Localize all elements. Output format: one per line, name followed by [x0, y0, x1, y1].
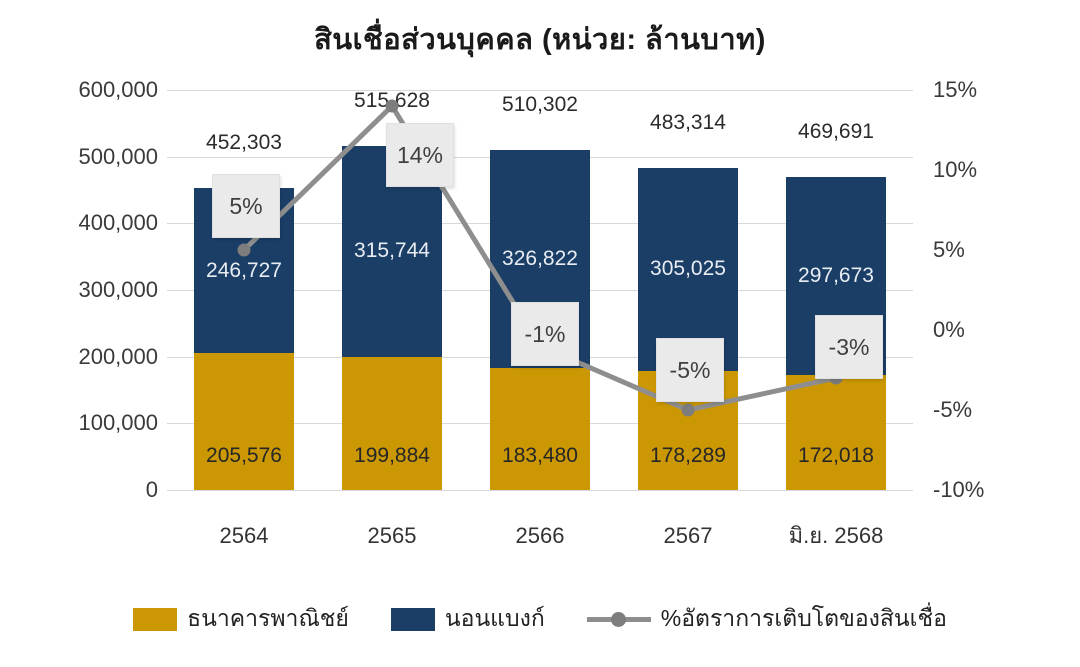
commercial-bank-swatch-icon [133, 607, 178, 631]
x-axis-label: 2566 [515, 523, 565, 548]
non-bank-value-label: 297,673 [798, 264, 874, 288]
non-bank-value-label: 315,744 [354, 239, 430, 263]
growth-percent-label: -3% [815, 315, 883, 379]
commercial-bank-value-label: 172,018 [798, 444, 874, 467]
x-axis-label: 2567 [663, 523, 713, 548]
right-axis-tick: -5% [933, 397, 973, 422]
growth-percent-label: -5% [656, 338, 724, 402]
chart-title: สินเชื่อส่วนบุคคล (หน่วย: ล้านบาท) [314, 24, 766, 56]
x-axis-label: 2564 [219, 523, 269, 548]
legend-label-non-bank: นอนแบงก์ [444, 605, 545, 631]
total-value-label: 515,628 [354, 89, 430, 113]
non-bank-value-label: 326,822 [502, 246, 578, 270]
left-axis-tick: 100,000 [78, 410, 158, 436]
right-axis-tick: 15% [933, 77, 978, 102]
left-axis-tick: 600,000 [78, 77, 158, 102]
bar-segment-commercial-bank [786, 375, 886, 490]
right-axis-tick: 10% [933, 157, 978, 182]
left-axis-tick: 300,000 [78, 277, 158, 302]
left-axis-tick: 400,000 [78, 210, 158, 236]
bar-segment-commercial-bank [342, 356, 442, 490]
left-axis-tick: 0 [145, 477, 158, 502]
legend: ธนาคารพาณิชย์ นอนแบงก์ %อัตราการเติบโตขอ… [0, 601, 1080, 637]
legend-item-commercial-bank: ธนาคารพาณิชย์ [133, 601, 349, 637]
non-bank-value-label: 246,727 [206, 258, 282, 282]
left-axis-tick: 500,000 [78, 143, 158, 169]
x-axis-label: มิ.ย. 2568 [788, 523, 884, 548]
bar-segment-commercial-bank [194, 352, 294, 490]
growth-percent-label: 14% [386, 123, 454, 187]
right-axis-tick: 5% [933, 237, 965, 262]
commercial-bank-value-label: 183,480 [502, 444, 578, 467]
non-bank-value-label: 305,025 [650, 257, 726, 281]
growth-percent-label: 5% [212, 174, 280, 238]
legend-item-growth-line: %อัตราการเติบโตของสินเชื่อ [586, 601, 947, 637]
left-axis-tick: 200,000 [78, 343, 158, 369]
commercial-bank-value-label: 205,576 [206, 444, 282, 467]
growth-percent-label: -1% [511, 302, 579, 366]
right-axis-tick: 0% [933, 317, 965, 342]
legend-item-non-bank: นอนแบงก์ [390, 601, 545, 637]
bar-segment-commercial-bank [490, 367, 590, 490]
growth-line-swatch-icon [586, 608, 651, 631]
x-axis-label: 2565 [367, 523, 417, 548]
commercial-bank-value-label: 199,884 [354, 444, 430, 467]
total-value-label: 452,303 [206, 131, 282, 155]
total-value-label: 483,314 [650, 110, 726, 134]
total-value-label: 469,691 [798, 119, 874, 143]
gridline [167, 490, 913, 491]
right-axis-tick: -10% [933, 477, 985, 502]
gridline [167, 90, 913, 91]
legend-label-commercial-bank: ธนาคารพาณิชย์ [187, 605, 349, 631]
non-bank-swatch-icon [390, 607, 435, 631]
total-value-label: 510,302 [502, 92, 578, 116]
commercial-bank-value-label: 178,289 [650, 444, 726, 467]
legend-label-growth-line: %อัตราการเติบโตของสินเชื่อ [660, 605, 947, 631]
